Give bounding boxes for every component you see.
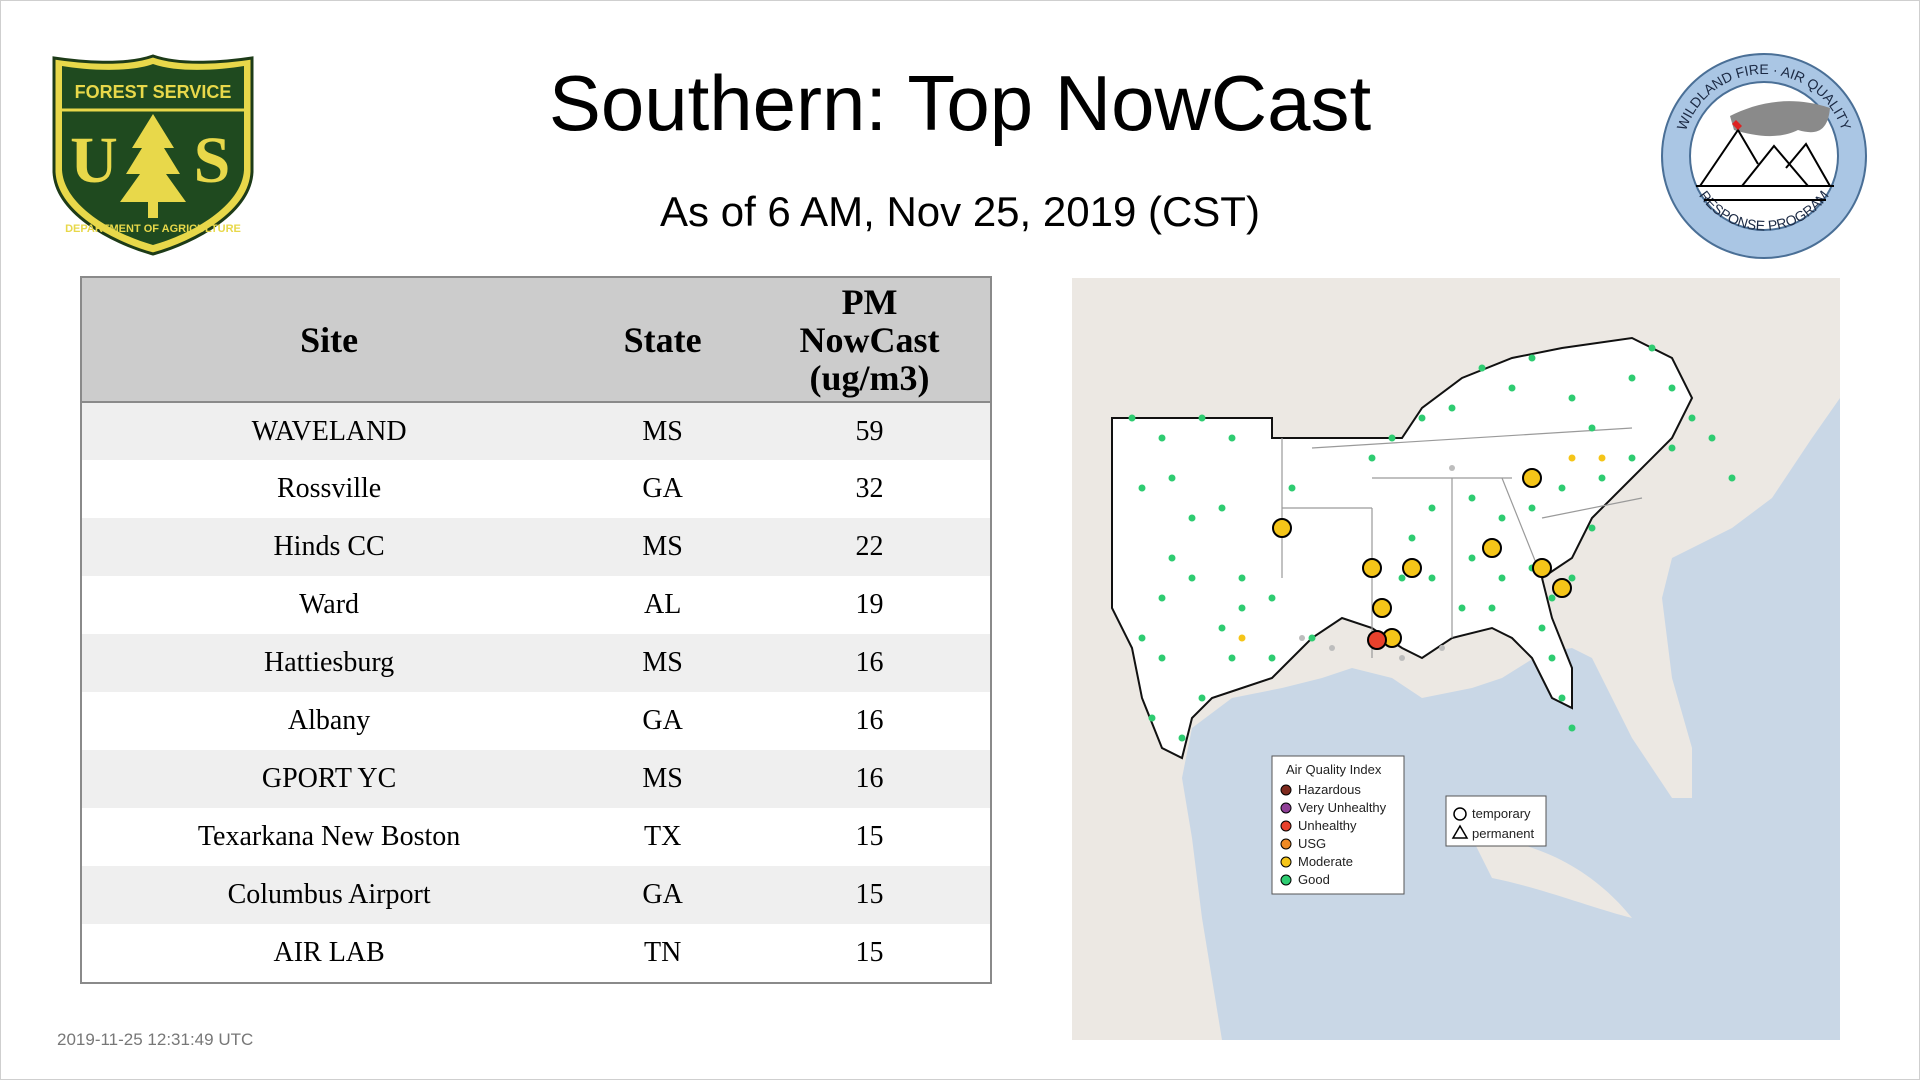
cell-state: TX [643, 821, 682, 852]
svg-text:DEPARTMENT OF AGRICULTURE: DEPARTMENT OF AGRICULTURE [65, 223, 241, 235]
cell-value: 15 [855, 937, 884, 968]
table-row: Ward AL 19 [82, 576, 990, 634]
table-header-row: Site State PM NowCast (ug/m3) [82, 278, 990, 403]
table-row: Columbus Airport GA 15 [82, 866, 990, 924]
page-subtitle: As of 6 AM, Nov 25, 2019 (CST) [0, 188, 1920, 236]
legend-swatch [1280, 838, 1292, 850]
cell-site: AIR LAB [273, 937, 385, 968]
cell-state: GA [642, 473, 683, 504]
table-row: AIR LAB TN 15 [82, 924, 990, 982]
legend-permanent: permanent [1472, 826, 1535, 841]
cell-state: GA [642, 879, 683, 910]
cell-state: GA [642, 705, 683, 736]
cell-value: 32 [855, 473, 884, 504]
cell-value: 16 [855, 763, 884, 794]
header-pm-nowcast: PM NowCast (ug/m3) [749, 278, 990, 403]
table-row: Texarkana New Boston TX 15 [82, 808, 990, 866]
table-row: WAVELAND MS 59 [82, 402, 990, 460]
cell-state: TN [643, 937, 682, 968]
legend-swatch [1280, 784, 1292, 796]
cell-value: 15 [855, 879, 884, 910]
cell-site: Texarkana New Boston [197, 821, 461, 852]
air-quality-map: Air Quality Index Hazardous Very Unhealth… [1072, 278, 1840, 1040]
cell-state: MS [642, 531, 683, 562]
svg-text:S: S [194, 124, 231, 197]
cell-state: MS [642, 415, 683, 447]
table-row: Hattiesburg MS 16 [82, 634, 990, 692]
timestamp: 2019-11-25 12:31:49 UTC [57, 1030, 254, 1049]
legend-label: Hazardous [1298, 782, 1361, 797]
table-row: GPORT YC MS 16 [82, 750, 990, 808]
cell-state: MS [642, 763, 683, 794]
permanent-shape-icon [1451, 824, 1469, 839]
pine-tree-icon [120, 114, 186, 218]
table-row: Rossville GA 32 [82, 460, 990, 518]
legend-swatch [1280, 820, 1292, 832]
aqi-legend: Air Quality Index Hazardous Very Unhealth… [1271, 755, 1405, 895]
cell-state: MS [642, 647, 683, 678]
legend-label: Good [1298, 872, 1330, 887]
nowcast-table: Site State PM NowCast (ug/m3) WAVELAND MS 59… [80, 276, 992, 984]
cell-value: 16 [855, 705, 884, 736]
fs-top-text: FOREST SERVICE [75, 82, 232, 102]
table-row: Albany GA 16 [82, 692, 990, 750]
cell-site: Albany [287, 705, 371, 736]
cell-value: 59 [855, 415, 884, 447]
cell-value: 15 [855, 821, 884, 852]
legend-swatch [1280, 856, 1292, 868]
forest-service-logo: FOREST SERVICE U S DEPARTMENT OF AGRICUL… [52, 54, 254, 256]
table-row: Hinds CC MS 22 [82, 518, 990, 576]
as-of-text: As of 6 AM, Nov 25, 2019 (CST) [660, 188, 1260, 235]
temporary-shape-icon [1453, 807, 1467, 821]
svg-text:U: U [70, 124, 118, 197]
cell-site: Hinds CC [273, 531, 385, 562]
cell-site: Ward [299, 589, 360, 620]
legend-label: USG [1298, 836, 1326, 851]
legend-label: Unhealthy [1298, 818, 1357, 833]
cell-site: WAVELAND [251, 415, 407, 447]
cell-site: Rossville [276, 473, 382, 504]
legend-temporary: temporary [1472, 806, 1531, 821]
legend-title: Air Quality Index [1286, 762, 1382, 777]
cell-site: Columbus Airport [227, 879, 431, 910]
cell-value: 22 [855, 531, 884, 562]
legend-label: Moderate [1298, 854, 1353, 869]
shape-legend: temporary permanent [1445, 795, 1547, 847]
legend-swatch [1280, 802, 1292, 814]
header-state: State [576, 278, 750, 403]
unhealthy-site [1367, 630, 1387, 650]
legend-swatch [1280, 874, 1292, 886]
legend-label: Very Unhealthy [1298, 800, 1387, 815]
header-site: Site [82, 278, 577, 403]
cell-site: Hattiesburg [264, 647, 395, 678]
cell-value: 19 [855, 589, 884, 620]
cell-site: GPORT YC [261, 763, 397, 794]
wildland-fire-logo: WILDLAND FIRE · AIR QUALITY RESPONSE PRO… [1661, 53, 1867, 259]
cell-value: 16 [855, 647, 884, 678]
cell-state: AL [643, 589, 682, 620]
page-title: Southern: Top NowCast [548, 59, 1372, 147]
